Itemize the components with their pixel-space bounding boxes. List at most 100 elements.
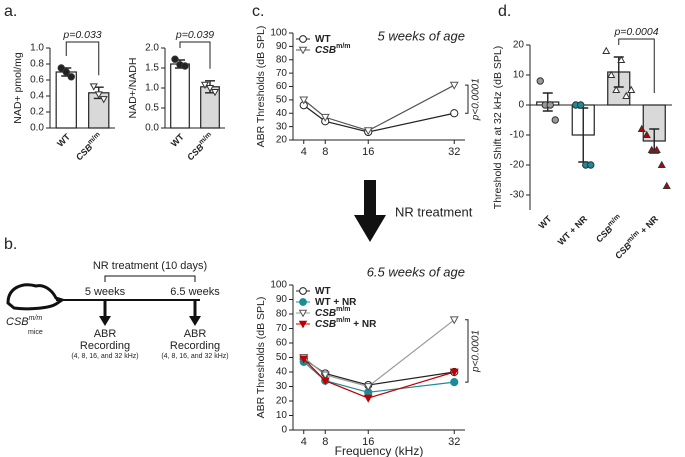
marker xyxy=(657,160,666,169)
text-part: WT xyxy=(55,132,72,149)
y-tick-label: 60 xyxy=(276,81,288,92)
marker xyxy=(299,96,309,105)
x-tick-label: 4 xyxy=(301,436,307,448)
y-tick-label: 1.0 xyxy=(145,83,159,94)
y-tick-label: 0 xyxy=(281,425,287,436)
text-part: m/m xyxy=(87,131,102,146)
marker xyxy=(546,101,554,109)
treatment-label: NR treatment (10 days) xyxy=(93,260,207,272)
text-part: CSB xyxy=(315,45,336,56)
y-tick-label: 0.5 xyxy=(145,103,159,114)
y-tick-label: 0.8 xyxy=(30,59,44,70)
panel-label: d. xyxy=(498,3,511,20)
x-tick-label: CSBm/m xyxy=(593,213,625,245)
legend-label: CSBm/m + NR xyxy=(315,317,377,330)
marker xyxy=(57,64,65,72)
text-part: + NR xyxy=(637,214,661,238)
y-tick-label: 80 xyxy=(276,309,288,320)
x-tick-label: CSBm/m xyxy=(73,131,105,163)
arrow-head xyxy=(189,316,201,326)
marker xyxy=(299,355,309,364)
arrow-head xyxy=(99,316,111,326)
significance-bracket xyxy=(618,38,655,93)
marker xyxy=(298,320,308,329)
arrow xyxy=(354,180,386,242)
marker xyxy=(363,127,373,136)
superscript: m/m xyxy=(29,315,43,322)
text-part: WT xyxy=(315,286,331,297)
recording-label: Recording xyxy=(170,340,220,352)
mouse-sub: mice xyxy=(28,329,43,336)
panel-label: b. xyxy=(4,236,17,253)
y-tick-label: 0 xyxy=(518,100,524,111)
significance-bracket xyxy=(179,41,211,69)
marker xyxy=(94,91,103,99)
y-tick-label: 80 xyxy=(276,54,288,65)
x-tick-label: WT xyxy=(169,132,186,149)
y-axis-label: Threshold Shift at 32 kHz (dB SPL) xyxy=(492,46,504,209)
y-tick-label: 40 xyxy=(276,367,288,378)
y-tick-label: 50 xyxy=(276,352,288,363)
recording-label: ABR xyxy=(94,328,117,340)
text-part: m/m xyxy=(336,317,350,324)
text-part: WT xyxy=(315,34,331,45)
y-tick-label: 30 xyxy=(276,381,288,392)
marker xyxy=(602,46,611,55)
y-tick-label: 1.0 xyxy=(30,43,44,54)
text-part: WT + NR xyxy=(556,214,590,248)
marker xyxy=(662,181,671,190)
x-tick-label: 32 xyxy=(448,436,460,448)
text-part: WT xyxy=(537,214,554,231)
p-value: p<0.0001 xyxy=(471,78,482,121)
significance-bracket xyxy=(65,41,100,76)
marker xyxy=(536,77,544,85)
y-tick-label: 50 xyxy=(276,95,288,106)
marker xyxy=(607,70,616,79)
x-tick-label: 8 xyxy=(322,436,328,448)
y-tick-label: 60 xyxy=(276,338,288,349)
marker xyxy=(622,91,631,100)
marker xyxy=(320,113,330,122)
marker xyxy=(652,145,661,154)
x-tick-label: WT xyxy=(537,214,554,231)
text-part: + NR xyxy=(351,319,378,330)
y-tick-label: 10 xyxy=(513,70,525,81)
marker xyxy=(181,62,189,70)
marker xyxy=(298,46,308,55)
arrow-label: NR treatment xyxy=(395,204,473,219)
series-line xyxy=(303,358,455,399)
marker xyxy=(89,83,98,91)
y-tick-label: -10 xyxy=(510,130,525,141)
y-tick-label: 90 xyxy=(276,41,288,52)
marker xyxy=(298,309,308,318)
marker xyxy=(449,368,459,377)
series-line xyxy=(303,319,455,388)
legend-label: WT + NR xyxy=(315,297,357,308)
marker xyxy=(627,85,636,94)
y-tick-label: 20 xyxy=(276,135,288,146)
y-tick-label: 10 xyxy=(276,410,288,421)
p-value: p=0.0004 xyxy=(613,26,658,38)
legend-label: WT xyxy=(315,34,331,45)
x-tick-label: WT + NR xyxy=(556,214,590,248)
marker xyxy=(363,394,373,403)
marker xyxy=(299,298,307,306)
marker xyxy=(320,377,330,386)
mouse-icon xyxy=(6,283,66,311)
text-part: CSB xyxy=(6,316,29,328)
marker xyxy=(171,55,179,63)
marker xyxy=(577,101,585,109)
frequency-note: (4, 8, 16, and 32 kHz) xyxy=(161,353,228,360)
significance-bracket xyxy=(465,84,469,114)
significance-bracket xyxy=(465,319,469,383)
marker xyxy=(642,130,651,139)
marker xyxy=(647,145,656,154)
marker xyxy=(299,287,307,295)
marker xyxy=(617,55,626,64)
marker xyxy=(299,35,307,43)
y-tick-label: 70 xyxy=(276,68,288,79)
y-tick-label: 20 xyxy=(513,40,525,51)
marker xyxy=(205,84,215,93)
p-value: p=0.033 xyxy=(62,29,101,41)
y-tick-label: 0.4 xyxy=(30,91,44,102)
